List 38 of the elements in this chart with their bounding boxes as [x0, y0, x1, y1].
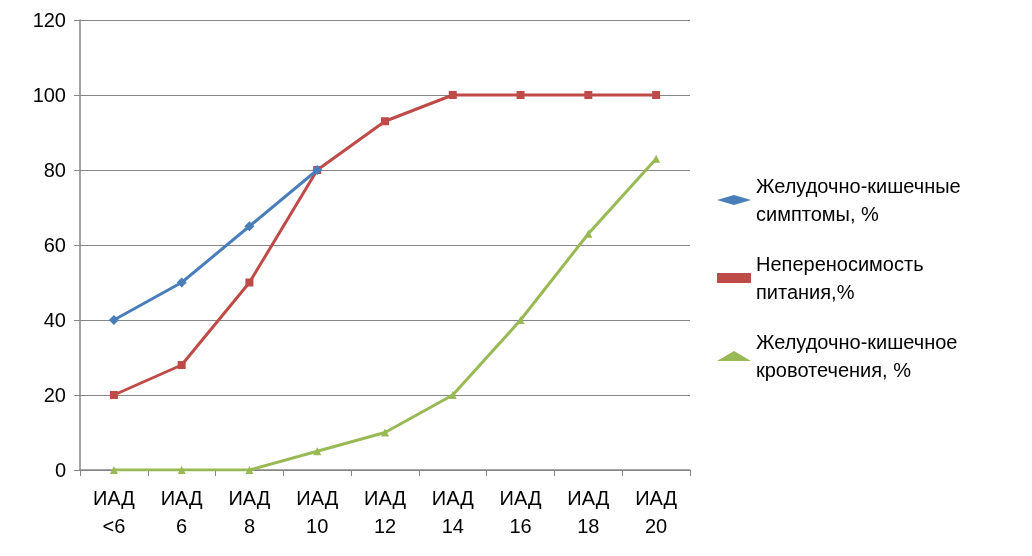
y-tick-label: 80 — [43, 159, 66, 181]
x-tick-label: ИАД 6 — [160, 487, 204, 537]
legend-label: Непереносимость питания,% — [756, 253, 924, 303]
x-tick-label: ИАД 18 — [567, 487, 610, 537]
y-tick-label: 100 — [32, 84, 66, 106]
point — [448, 91, 457, 99]
y-tick-label: 60 — [43, 234, 66, 256]
point — [245, 278, 254, 287]
point — [109, 391, 118, 399]
point — [448, 391, 457, 399]
point — [177, 466, 186, 474]
point — [584, 91, 593, 99]
point — [244, 221, 255, 232]
point — [109, 466, 118, 474]
x-tick-label: ИАД 16 — [499, 487, 542, 537]
x-tick-label: ИАД 12 — [364, 487, 407, 537]
y-tick-label: 120 — [32, 9, 66, 31]
point — [516, 316, 525, 324]
x-tick-label: ИАД 20 — [635, 487, 678, 537]
point — [381, 428, 389, 437]
x-tick-label: ИАД 14 — [431, 487, 475, 537]
point — [381, 117, 389, 126]
x-tick-label: ИАД <6 — [92, 487, 136, 537]
x-tick-label: ИАД 10 — [296, 487, 339, 537]
y-tick-label: 0 — [54, 459, 66, 481]
point — [176, 277, 187, 288]
x-tick-label: ИАД 8 — [228, 487, 271, 537]
point — [516, 91, 525, 99]
legend-label: Желудочно-кишечное кровотечения, % — [756, 331, 958, 381]
point — [652, 154, 661, 163]
legend-label: Желудочно-кишечные симптомы, % — [756, 175, 961, 225]
point — [177, 361, 186, 369]
y-tick-label: 40 — [43, 309, 66, 331]
point — [584, 229, 593, 238]
point — [108, 315, 119, 325]
point — [245, 466, 254, 474]
y-tick-label: 20 — [43, 384, 66, 406]
point — [652, 91, 661, 99]
